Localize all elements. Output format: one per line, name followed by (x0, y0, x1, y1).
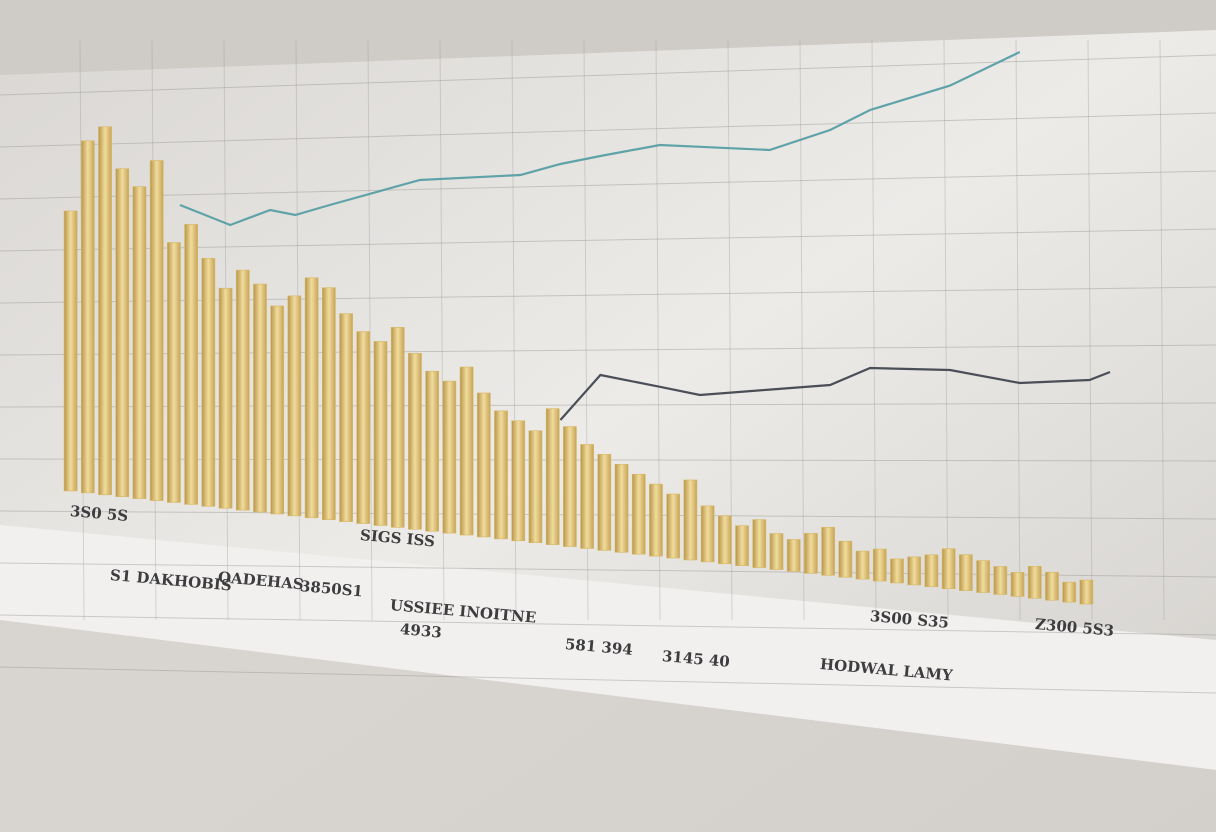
bar (373, 341, 388, 526)
bar (459, 366, 474, 536)
bar (1045, 571, 1059, 601)
line-series (559, 366, 1111, 421)
bar (253, 283, 267, 513)
bar (631, 473, 646, 555)
bar (683, 479, 698, 561)
bar (63, 210, 78, 492)
bar (855, 550, 870, 580)
background-line (0, 228, 1216, 252)
bar (218, 287, 233, 509)
bar (804, 533, 818, 574)
bar (304, 277, 319, 519)
bar (149, 160, 164, 501)
background-line (943, 39, 949, 621)
bar (167, 242, 181, 503)
annotation: 581 394 (564, 635, 633, 659)
bar (528, 430, 543, 544)
bar (976, 560, 990, 593)
bar (649, 483, 663, 557)
background-line (0, 666, 1216, 694)
bar (563, 426, 577, 547)
bar (838, 540, 853, 578)
bar (1062, 581, 1077, 603)
bar (425, 370, 440, 532)
bar (322, 287, 336, 521)
bar (184, 224, 198, 505)
bar (941, 548, 956, 590)
bar (270, 305, 285, 515)
bar (786, 539, 801, 572)
bar (769, 533, 784, 570)
bar (390, 327, 405, 528)
bar (924, 554, 939, 588)
background-line (0, 170, 1216, 200)
background-line (0, 614, 1216, 636)
line-series (179, 51, 1021, 227)
background-line (1087, 39, 1093, 621)
background-line (799, 39, 805, 621)
bar (717, 515, 732, 565)
bar (235, 269, 250, 511)
bar (614, 463, 629, 553)
bar (80, 140, 95, 494)
bar (408, 352, 422, 530)
background-line (0, 54, 1216, 96)
bar (356, 331, 371, 524)
label-strip (0, 525, 1216, 770)
bar (494, 410, 508, 540)
bar (700, 505, 715, 563)
bar (1010, 572, 1025, 597)
lower-reflection (0, 620, 1216, 832)
background-line (367, 39, 373, 621)
bar (132, 186, 147, 499)
bar (821, 526, 835, 576)
bar (735, 525, 749, 567)
bar (442, 380, 457, 534)
bar (339, 313, 353, 522)
bar (115, 168, 130, 498)
bar (98, 126, 112, 496)
annotation: 3145 40 (661, 647, 730, 671)
bar (752, 519, 767, 568)
bar (907, 556, 922, 586)
background-line (1159, 39, 1165, 621)
bar (666, 493, 681, 559)
annotation: 4933 (399, 620, 442, 642)
background-line (1015, 39, 1021, 621)
top-strip (0, 0, 1216, 75)
bar (890, 558, 904, 584)
bar (580, 444, 594, 549)
bar (993, 566, 1008, 595)
bar (476, 392, 491, 538)
annotation: 3S0 5S (69, 502, 129, 525)
bar (872, 548, 887, 582)
bar (545, 408, 560, 545)
annotation: 3850S1 (299, 577, 363, 600)
bar (201, 257, 216, 507)
background-line (871, 39, 877, 621)
bar (511, 420, 526, 542)
bar (959, 554, 973, 591)
background-line (0, 112, 1216, 148)
bar (287, 295, 302, 517)
bar (597, 454, 612, 551)
bar (1079, 579, 1094, 605)
bar (1027, 565, 1042, 599)
